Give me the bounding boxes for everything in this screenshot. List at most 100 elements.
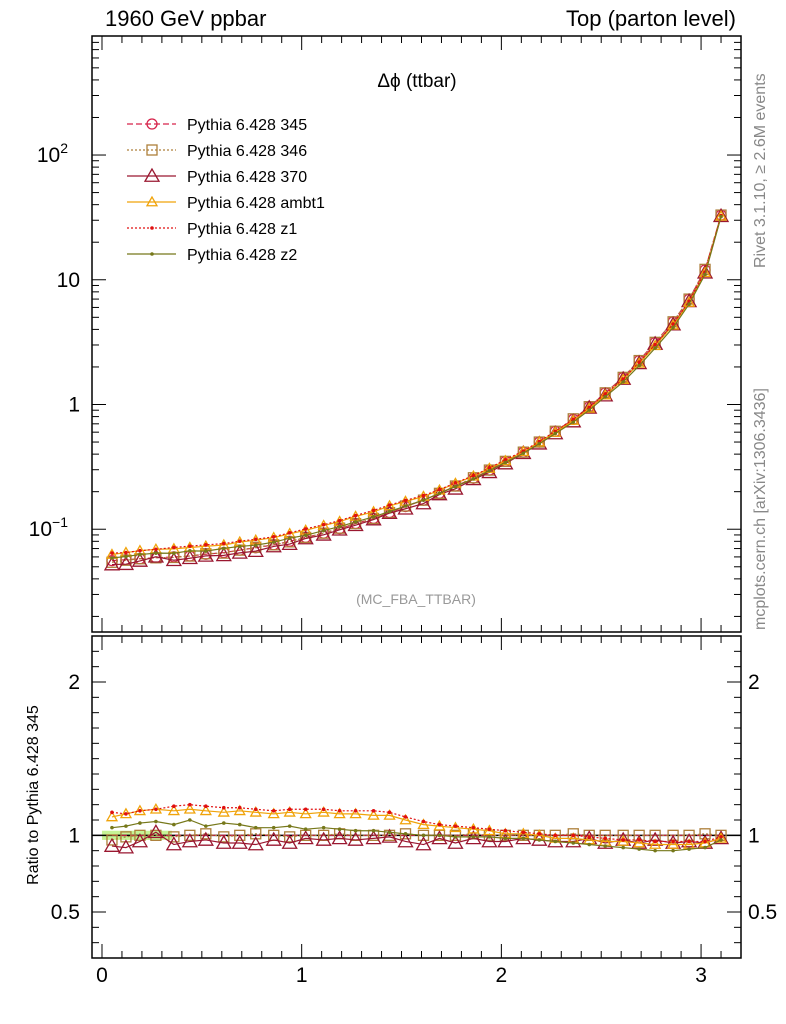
data-point — [297, 830, 314, 845]
data-point — [146, 118, 158, 130]
data-point — [117, 555, 135, 571]
mcplots-label: mcplots.cern.ch [arXiv:1306.3436] — [752, 388, 769, 630]
data-point — [138, 548, 142, 553]
data-point — [621, 380, 625, 384]
legend: Pythia 6.428 345 Pythia 6.428 346 Pythia 6… — [127, 117, 325, 264]
data-point — [199, 804, 212, 816]
analysis-watermark: (MC_FBA_TTBAR) — [356, 591, 476, 607]
data-point — [253, 543, 258, 547]
legend-label-4: Pythia 6.428 z1 — [187, 221, 297, 238]
data-point — [671, 325, 675, 330]
data-point — [403, 832, 408, 836]
data-point — [664, 316, 682, 331]
series-line-4 — [111, 215, 722, 554]
data-point — [421, 819, 426, 824]
data-point — [204, 804, 208, 808]
data-point — [497, 833, 514, 848]
data-point — [284, 831, 296, 843]
ratio-y-tick-label: 0.5 — [51, 901, 80, 924]
data-point — [145, 195, 159, 207]
data-point — [303, 807, 308, 812]
data-point — [387, 830, 392, 835]
data-point — [271, 825, 276, 830]
ratio-y-tick-label: 1 — [68, 824, 80, 847]
data-point — [703, 845, 707, 850]
data-point — [647, 831, 664, 846]
data-point — [233, 804, 246, 816]
data-point — [719, 838, 723, 842]
legend-label-3: Pythia 6.428 ambt1 — [187, 195, 325, 212]
data-point — [337, 518, 342, 523]
data-point — [637, 838, 641, 842]
data-point — [143, 167, 161, 182]
ratio-y-tick-label-right: 1 — [748, 824, 760, 847]
data-point — [303, 827, 308, 831]
data-point — [653, 346, 657, 350]
data-point — [603, 392, 608, 396]
data-point — [172, 804, 176, 808]
data-point — [587, 835, 592, 839]
data-point — [687, 302, 691, 306]
data-point — [637, 363, 641, 368]
data-point — [617, 835, 630, 846]
data-point — [431, 830, 448, 845]
data-point — [633, 836, 646, 848]
data-point — [197, 831, 214, 846]
data-point — [537, 832, 542, 836]
data-point — [371, 828, 376, 833]
data-point — [237, 544, 242, 549]
data-point — [184, 829, 196, 841]
data-point — [553, 833, 558, 838]
data-point — [521, 830, 526, 835]
data-point — [124, 550, 128, 555]
series-line-1 — [111, 214, 722, 563]
data-point — [215, 547, 232, 562]
data-point — [124, 554, 128, 559]
data-point — [403, 498, 408, 503]
data-point — [221, 541, 226, 546]
data-point — [124, 812, 128, 816]
data-point — [353, 513, 358, 518]
data-point — [637, 360, 641, 365]
ratio-line-4 — [111, 804, 722, 843]
data-point — [231, 544, 248, 559]
data-point — [317, 806, 330, 817]
data-point — [167, 804, 180, 816]
data-point — [698, 266, 712, 278]
data-point — [537, 441, 542, 446]
data-point — [150, 252, 154, 256]
data-point — [287, 531, 292, 535]
data-point — [138, 821, 142, 825]
data-point — [714, 209, 728, 221]
data-point — [303, 533, 308, 538]
data-point — [621, 838, 625, 842]
ratio-x-tick-label: 3 — [695, 964, 707, 987]
data-point — [653, 848, 657, 853]
data-point — [234, 829, 246, 841]
data-point — [433, 819, 446, 831]
data-point — [437, 822, 442, 827]
data-point — [571, 420, 576, 424]
data-point — [387, 810, 392, 815]
data-point — [703, 839, 707, 844]
ratio-x-tick-label: 2 — [496, 964, 508, 987]
data-point — [653, 839, 657, 844]
data-point — [349, 807, 362, 819]
data-point — [181, 833, 198, 848]
data-point — [671, 839, 675, 844]
data-point — [110, 810, 114, 815]
data-point — [333, 807, 346, 819]
series-line-2 — [111, 216, 722, 566]
data-point — [465, 830, 482, 845]
legend-label-1: Pythia 6.428 346 — [187, 143, 307, 160]
main-y-tick-label: 102 — [37, 140, 68, 167]
data-point — [221, 546, 226, 551]
legend-label-5: Pythia 6.428 z2 — [187, 247, 297, 264]
data-point — [281, 834, 298, 849]
data-point — [147, 823, 165, 839]
data-point — [337, 809, 342, 813]
data-point — [417, 818, 430, 829]
data-point — [447, 834, 464, 849]
data-point — [719, 214, 723, 219]
data-point — [521, 836, 526, 841]
